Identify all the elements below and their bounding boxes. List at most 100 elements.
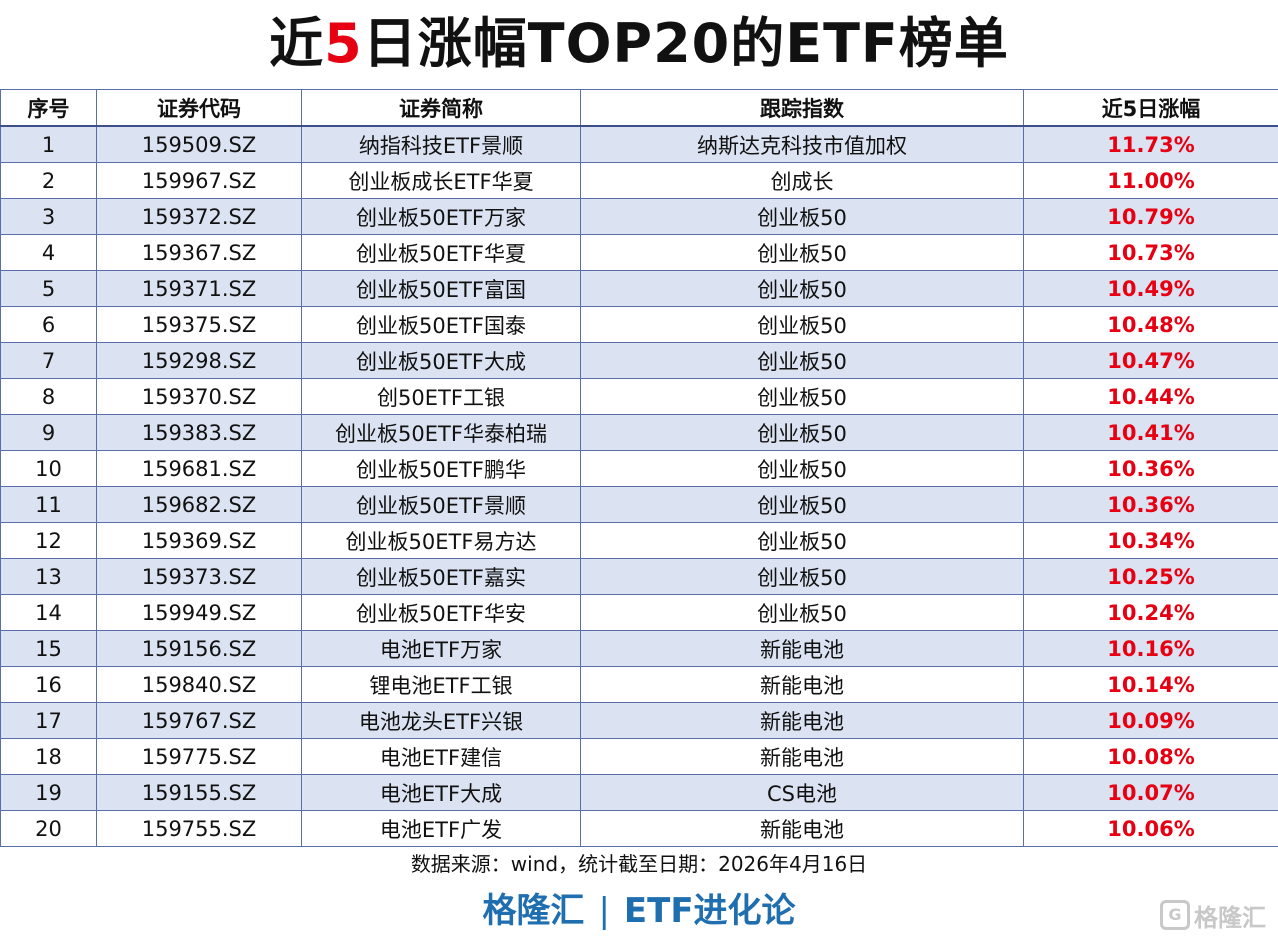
table-row: 14 159949.SZ 创业板50ETF华安 创业板50 10.24% bbox=[0, 594, 1278, 631]
cell-index: CS电池 bbox=[580, 774, 1024, 811]
cell-code: 159373.SZ bbox=[96, 558, 302, 595]
cell-change: 10.25% bbox=[1023, 558, 1278, 595]
cell-name: 创业板50ETF国泰 bbox=[301, 306, 581, 343]
cell-change: 10.06% bbox=[1023, 810, 1278, 847]
cell-name: 电池ETF建信 bbox=[301, 738, 581, 775]
cell-code: 159383.SZ bbox=[96, 414, 302, 451]
cell-change: 10.47% bbox=[1023, 342, 1278, 379]
cell-name: 创业板50ETF嘉实 bbox=[301, 558, 581, 595]
header-name: 证券简称 bbox=[301, 89, 581, 127]
cell-name: 创业板50ETF华泰柏瑞 bbox=[301, 414, 581, 451]
cell-change: 10.49% bbox=[1023, 270, 1278, 307]
cell-name: 创业板50ETF易方达 bbox=[301, 522, 581, 559]
cell-name: 电池ETF大成 bbox=[301, 774, 581, 811]
cell-name: 电池龙头ETF兴银 bbox=[301, 702, 581, 739]
cell-name: 锂电池ETF工银 bbox=[301, 666, 581, 703]
cell-code: 159681.SZ bbox=[96, 450, 302, 487]
table-row: 19 159155.SZ 电池ETF大成 CS电池 10.07% bbox=[0, 774, 1278, 811]
cell-index: 创业板50 bbox=[580, 486, 1024, 523]
cell-index: 创成长 bbox=[580, 162, 1024, 199]
cell-code: 159156.SZ bbox=[96, 630, 302, 667]
cell-index: 创业板50 bbox=[580, 558, 1024, 595]
cell-rank: 1 bbox=[0, 125, 97, 163]
cell-change: 10.08% bbox=[1023, 738, 1278, 775]
cell-rank: 18 bbox=[0, 738, 97, 775]
etf-ranking-table: 序号 证券代码 证券简称 跟踪指数 近5日涨幅 1 159509.SZ 纳指科技ET… bbox=[0, 89, 1278, 847]
watermark-text: 格隆汇 bbox=[1194, 903, 1266, 932]
cell-change: 10.48% bbox=[1023, 306, 1278, 343]
table-row: 9 159383.SZ 创业板50ETF华泰柏瑞 创业板50 10.41% bbox=[0, 414, 1278, 451]
cell-change: 10.07% bbox=[1023, 774, 1278, 811]
cell-index: 新能电池 bbox=[580, 810, 1024, 847]
cell-change: 10.79% bbox=[1023, 198, 1278, 235]
cell-name: 创业板50ETF鹏华 bbox=[301, 450, 581, 487]
cell-index: 创业板50 bbox=[580, 378, 1024, 415]
cell-rank: 3 bbox=[0, 198, 97, 235]
cell-name: 纳指科技ETF景顺 bbox=[301, 125, 581, 163]
cell-rank: 2 bbox=[0, 162, 97, 199]
cell-rank: 7 bbox=[0, 342, 97, 379]
title-suffix: 日涨幅TOP20的ETF榜单 bbox=[362, 12, 1009, 75]
cell-code: 159767.SZ bbox=[96, 702, 302, 739]
cell-code: 159155.SZ bbox=[96, 774, 302, 811]
cell-index: 纳斯达克科技市值加权 bbox=[580, 125, 1024, 163]
table-row: 2 159967.SZ 创业板成长ETF华夏 创成长 11.00% bbox=[0, 162, 1278, 199]
table-row: 12 159369.SZ 创业板50ETF易方达 创业板50 10.34% bbox=[0, 522, 1278, 559]
cell-change: 10.36% bbox=[1023, 450, 1278, 487]
table-header-row: 序号 证券代码 证券简称 跟踪指数 近5日涨幅 bbox=[0, 89, 1278, 127]
cell-code: 159949.SZ bbox=[96, 594, 302, 631]
cell-name: 创业板50ETF华夏 bbox=[301, 234, 581, 271]
cell-name: 创业板50ETF景顺 bbox=[301, 486, 581, 523]
cell-rank: 10 bbox=[0, 450, 97, 487]
header-code: 证券代码 bbox=[96, 89, 302, 127]
cell-index: 创业板50 bbox=[580, 234, 1024, 271]
page-title: 近5日涨幅TOP20的ETF榜单 bbox=[0, 8, 1278, 80]
cell-change: 10.09% bbox=[1023, 702, 1278, 739]
cell-index: 创业板50 bbox=[580, 522, 1024, 559]
cell-change: 10.41% bbox=[1023, 414, 1278, 451]
table-row: 8 159370.SZ 创50ETF工银 创业板50 10.44% bbox=[0, 378, 1278, 415]
table-row: 13 159373.SZ 创业板50ETF嘉实 创业板50 10.25% bbox=[0, 558, 1278, 595]
cell-name: 创50ETF工银 bbox=[301, 378, 581, 415]
cell-rank: 4 bbox=[0, 234, 97, 271]
cell-rank: 19 bbox=[0, 774, 97, 811]
title-highlight: 5 bbox=[324, 12, 363, 75]
cell-index: 新能电池 bbox=[580, 738, 1024, 775]
table-row: 20 159755.SZ 电池ETF广发 新能电池 10.06% bbox=[0, 810, 1278, 847]
table-row: 4 159367.SZ 创业板50ETF华夏 创业板50 10.73% bbox=[0, 234, 1278, 271]
cell-name: 创业板50ETF万家 bbox=[301, 198, 581, 235]
header-change: 近5日涨幅 bbox=[1023, 89, 1278, 127]
cell-rank: 6 bbox=[0, 306, 97, 343]
cell-index: 创业板50 bbox=[580, 342, 1024, 379]
cell-change: 10.16% bbox=[1023, 630, 1278, 667]
cell-code: 159298.SZ bbox=[96, 342, 302, 379]
brand-column-name: ETF进化论 bbox=[623, 891, 796, 931]
cell-rank: 9 bbox=[0, 414, 97, 451]
cell-change: 10.24% bbox=[1023, 594, 1278, 631]
cell-rank: 16 bbox=[0, 666, 97, 703]
cell-code: 159755.SZ bbox=[96, 810, 302, 847]
data-source-note: 数据来源：wind，统计截至日期：2026年4月16日 bbox=[410, 852, 868, 876]
cell-code: 159775.SZ bbox=[96, 738, 302, 775]
cell-index: 创业板50 bbox=[580, 594, 1024, 631]
cell-index: 创业板50 bbox=[580, 306, 1024, 343]
cell-code: 159509.SZ bbox=[96, 125, 302, 163]
cell-rank: 8 bbox=[0, 378, 97, 415]
table-row: 15 159156.SZ 电池ETF万家 新能电池 10.16% bbox=[0, 630, 1278, 667]
cell-index: 创业板50 bbox=[580, 450, 1024, 487]
cell-name: 创业板50ETF富国 bbox=[301, 270, 581, 307]
cell-rank: 15 bbox=[0, 630, 97, 667]
table-row: 10 159681.SZ 创业板50ETF鹏华 创业板50 10.36% bbox=[0, 450, 1278, 487]
cell-code: 159372.SZ bbox=[96, 198, 302, 235]
brand-footer: 格隆汇 | ETF进化论 bbox=[0, 888, 1278, 934]
cell-change: 11.00% bbox=[1023, 162, 1278, 199]
cell-change: 11.73% bbox=[1023, 125, 1278, 163]
title-prefix: 近 bbox=[269, 12, 325, 75]
cell-rank: 5 bbox=[0, 270, 97, 307]
cell-change: 10.14% bbox=[1023, 666, 1278, 703]
table-row: 18 159775.SZ 电池ETF建信 新能电池 10.08% bbox=[0, 738, 1278, 775]
table-row: 6 159375.SZ 创业板50ETF国泰 创业板50 10.48% bbox=[0, 306, 1278, 343]
cell-change: 10.36% bbox=[1023, 486, 1278, 523]
brand-separator: | bbox=[598, 891, 610, 931]
brand-name: 格隆汇 bbox=[482, 891, 585, 931]
